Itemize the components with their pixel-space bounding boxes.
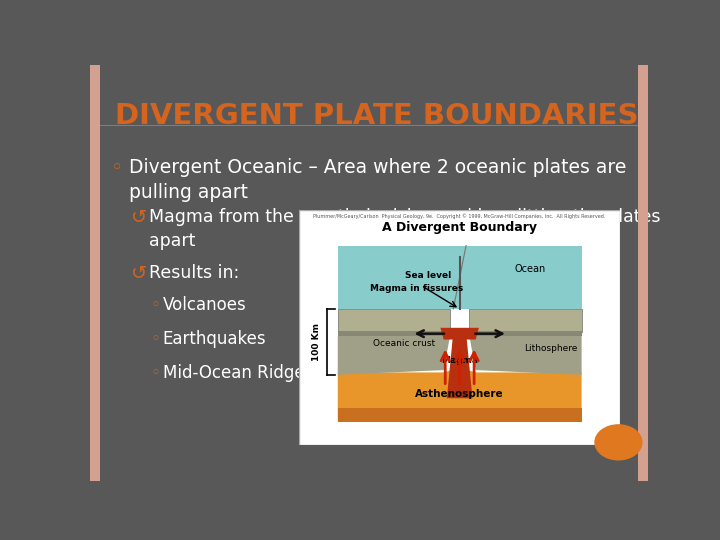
FancyBboxPatch shape (90, 65, 100, 481)
Text: Earthquakes: Earthquakes (163, 329, 266, 348)
Text: ◦: ◦ (150, 364, 160, 382)
Circle shape (595, 425, 642, 460)
Text: Results in:: Results in: (148, 265, 239, 282)
Text: ↺: ↺ (131, 265, 147, 284)
Text: ◦: ◦ (150, 295, 160, 314)
Text: Magma from the mantle is rising and is splitting the plates
apart: Magma from the mantle is rising and is s… (148, 208, 660, 250)
Text: ◦: ◦ (150, 329, 160, 348)
Text: Volcanoes: Volcanoes (163, 295, 246, 314)
Text: Divergent Oceanic – Area where 2 oceanic plates are
pulling apart: Divergent Oceanic – Area where 2 oceanic… (129, 158, 626, 202)
Text: ↺: ↺ (131, 208, 147, 227)
Text: Mid-Ocean Ridge: Mid-Ocean Ridge (163, 364, 304, 382)
Text: ◦: ◦ (111, 158, 124, 178)
Text: DIVERGENT PLATE BOUNDARIES: DIVERGENT PLATE BOUNDARIES (115, 102, 639, 130)
FancyBboxPatch shape (638, 65, 648, 481)
